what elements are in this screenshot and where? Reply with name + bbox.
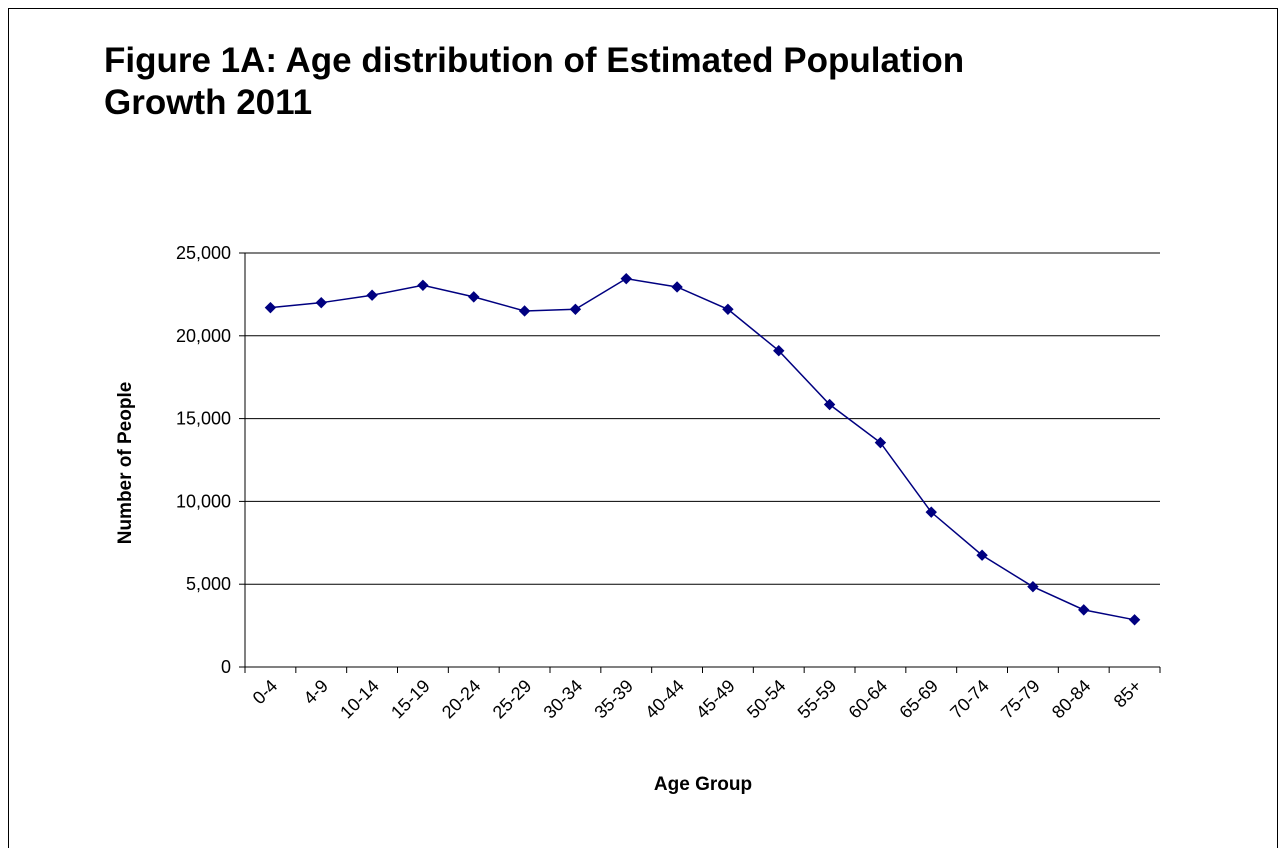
- chart-frame: [8, 8, 1278, 848]
- x-tick-label: 80-84: [1048, 676, 1095, 723]
- y-tick-label: 5,000: [186, 574, 231, 594]
- y-tick-label: 10,000: [176, 491, 231, 511]
- data-point: [722, 303, 734, 316]
- y-tick-label: 25,000: [176, 243, 231, 263]
- data-point: [569, 303, 582, 316]
- y-tick-label: 20,000: [176, 326, 231, 346]
- y-axis-title: Number of People: [115, 382, 136, 545]
- data-point: [366, 289, 378, 301]
- x-tick-label: 45-49: [692, 676, 739, 723]
- data-point: [976, 549, 988, 561]
- x-tick-label: 70-74: [946, 676, 993, 723]
- y-tick-label: 15,000: [176, 409, 231, 429]
- data-point: [417, 279, 429, 291]
- x-tick-label: 40-44: [641, 676, 688, 723]
- y-tick-label: 0: [221, 657, 231, 677]
- x-tick-label: 25-29: [489, 676, 536, 723]
- data-point: [620, 272, 632, 285]
- x-tick-label: 10-14: [336, 676, 383, 723]
- y-tick-labels: 0 5,000 10,000 15,000 20,000 25,000: [176, 243, 231, 677]
- x-axis-title: Age Group: [654, 774, 752, 795]
- x-tick-label: 30-34: [540, 676, 587, 723]
- x-tick-label: 60-64: [845, 676, 892, 723]
- data-point: [518, 305, 531, 317]
- x-tick-label: 4-9: [300, 676, 333, 709]
- x-tick-labels: 0-4 4-9 10-14 15-19 20-24 25-29 30-34 35-39 40-4…: [249, 676, 1146, 723]
- x-tick-label: 50-54: [743, 676, 790, 723]
- gridlines: [245, 252, 1160, 585]
- data-point: [264, 301, 277, 314]
- data-point: [1027, 580, 1039, 593]
- data-point: [315, 296, 327, 309]
- x-tick-label: 35-39: [590, 676, 637, 723]
- series-line: [270, 277, 1135, 621]
- data-point: [773, 344, 785, 357]
- x-tick-label: 20-24: [438, 676, 485, 723]
- data-point: [671, 281, 683, 293]
- data-point: [1078, 604, 1090, 616]
- data-point: [874, 436, 887, 449]
- data-point: [468, 291, 480, 303]
- x-tick-label: 75-79: [997, 676, 1044, 723]
- data-point: [1128, 614, 1141, 626]
- x-tick-label: 15-19: [387, 676, 434, 723]
- data-point: [823, 398, 836, 411]
- data-point: [925, 506, 937, 518]
- chart-title: Figure 1A: Age distribution of Estimated…: [104, 41, 965, 122]
- x-tick-label: 0-4: [249, 676, 282, 709]
- x-tick-label: 55-59: [794, 676, 841, 723]
- x-tick-label: 85+: [1110, 676, 1146, 712]
- series-layer: [264, 272, 1141, 626]
- axes: [239, 252, 1161, 673]
- x-tick-label: 65-69: [895, 676, 942, 723]
